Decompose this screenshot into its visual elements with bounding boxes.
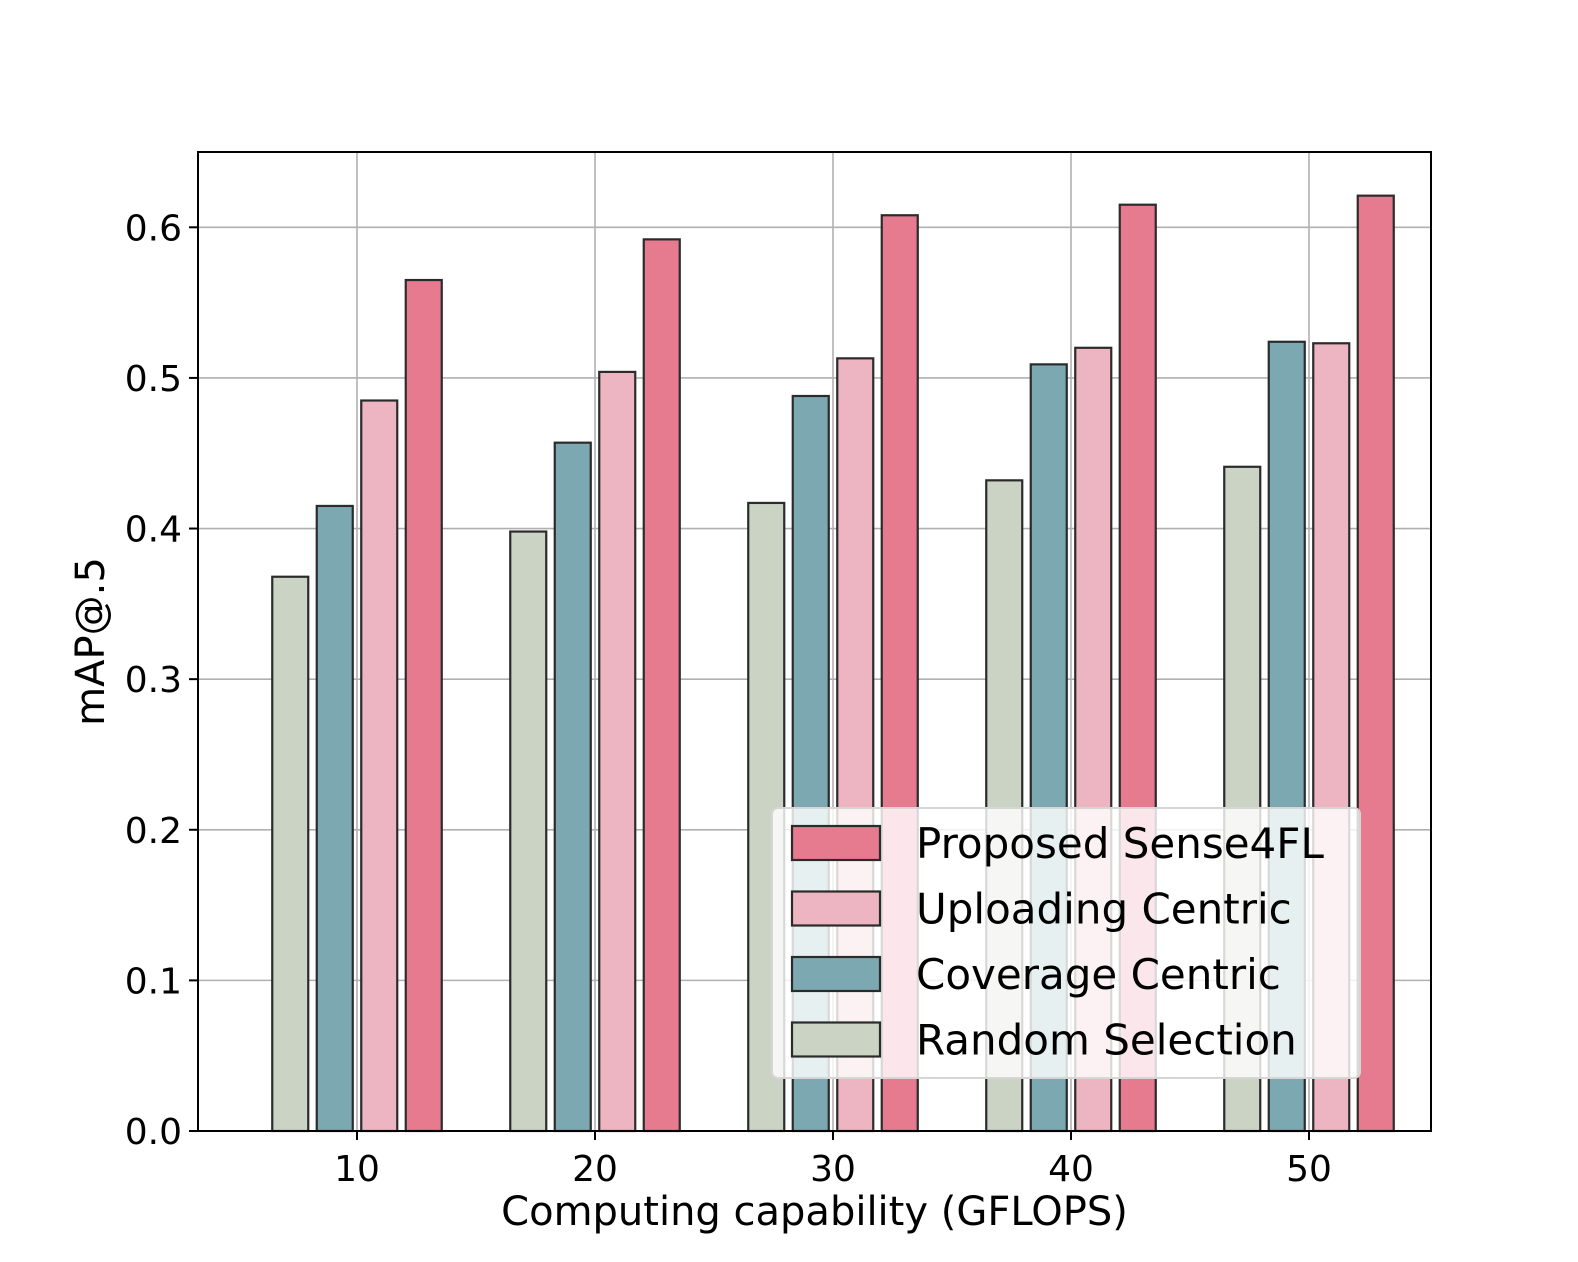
bar-uploading-centric-10 — [360, 399, 399, 1133]
x-tick-label: 50 — [1286, 1149, 1332, 1190]
bar-proposed-sense4fl-10 — [404, 278, 443, 1133]
y-tick-label: 0.2 — [125, 811, 182, 852]
axis-ticks: 0.0 0.1 0.2 0.3 0.4 0.5 0.6 10 20 30 40 50 — [125, 208, 1332, 1190]
bar-proposed-sense4fl-50 — [1356, 194, 1395, 1133]
x-tick-label: 40 — [1048, 1149, 1094, 1190]
legend: Proposed Sense4FL Uploading Centric Covera… — [771, 807, 1361, 1079]
x-tick-label: 30 — [810, 1149, 856, 1190]
y-tick-label: 0.3 — [125, 660, 182, 701]
legend-label: Random Selection — [916, 1016, 1297, 1065]
y-tick-label: 0.4 — [125, 510, 182, 551]
plot-area-frame — [197, 151, 1432, 1132]
legend-swatch — [790, 824, 882, 862]
bar-coverage-centric-10 — [315, 504, 354, 1133]
y-axis-label: mAP@.5 — [68, 557, 114, 726]
legend-box — [771, 807, 1361, 1079]
y-tick-label: 0.5 — [125, 359, 182, 400]
bar-random-selection-20 — [509, 530, 548, 1133]
legend-swatch — [790, 955, 882, 993]
bar-coverage-centric-20 — [553, 441, 592, 1133]
y-tick-label: 0.6 — [125, 208, 182, 249]
x-tick-label: 20 — [572, 1149, 618, 1190]
bar-proposed-sense4fl-20 — [642, 238, 681, 1133]
x-axis-label: Computing capability (GFLOPS) — [501, 1189, 1128, 1235]
y-tick-label: 0.0 — [125, 1112, 182, 1153]
legend-label: Coverage Centric — [916, 950, 1281, 999]
legend-swatch — [790, 890, 882, 927]
y-tick-label: 0.1 — [125, 961, 182, 1002]
x-tick-label: 10 — [334, 1149, 380, 1190]
legend-label: Proposed Sense4FL — [916, 819, 1324, 868]
bar-random-selection-10 — [271, 575, 310, 1133]
bar-uploading-centric-20 — [598, 370, 637, 1133]
legend-swatch — [790, 1021, 882, 1058]
legend-label: Uploading Centric — [916, 885, 1292, 934]
